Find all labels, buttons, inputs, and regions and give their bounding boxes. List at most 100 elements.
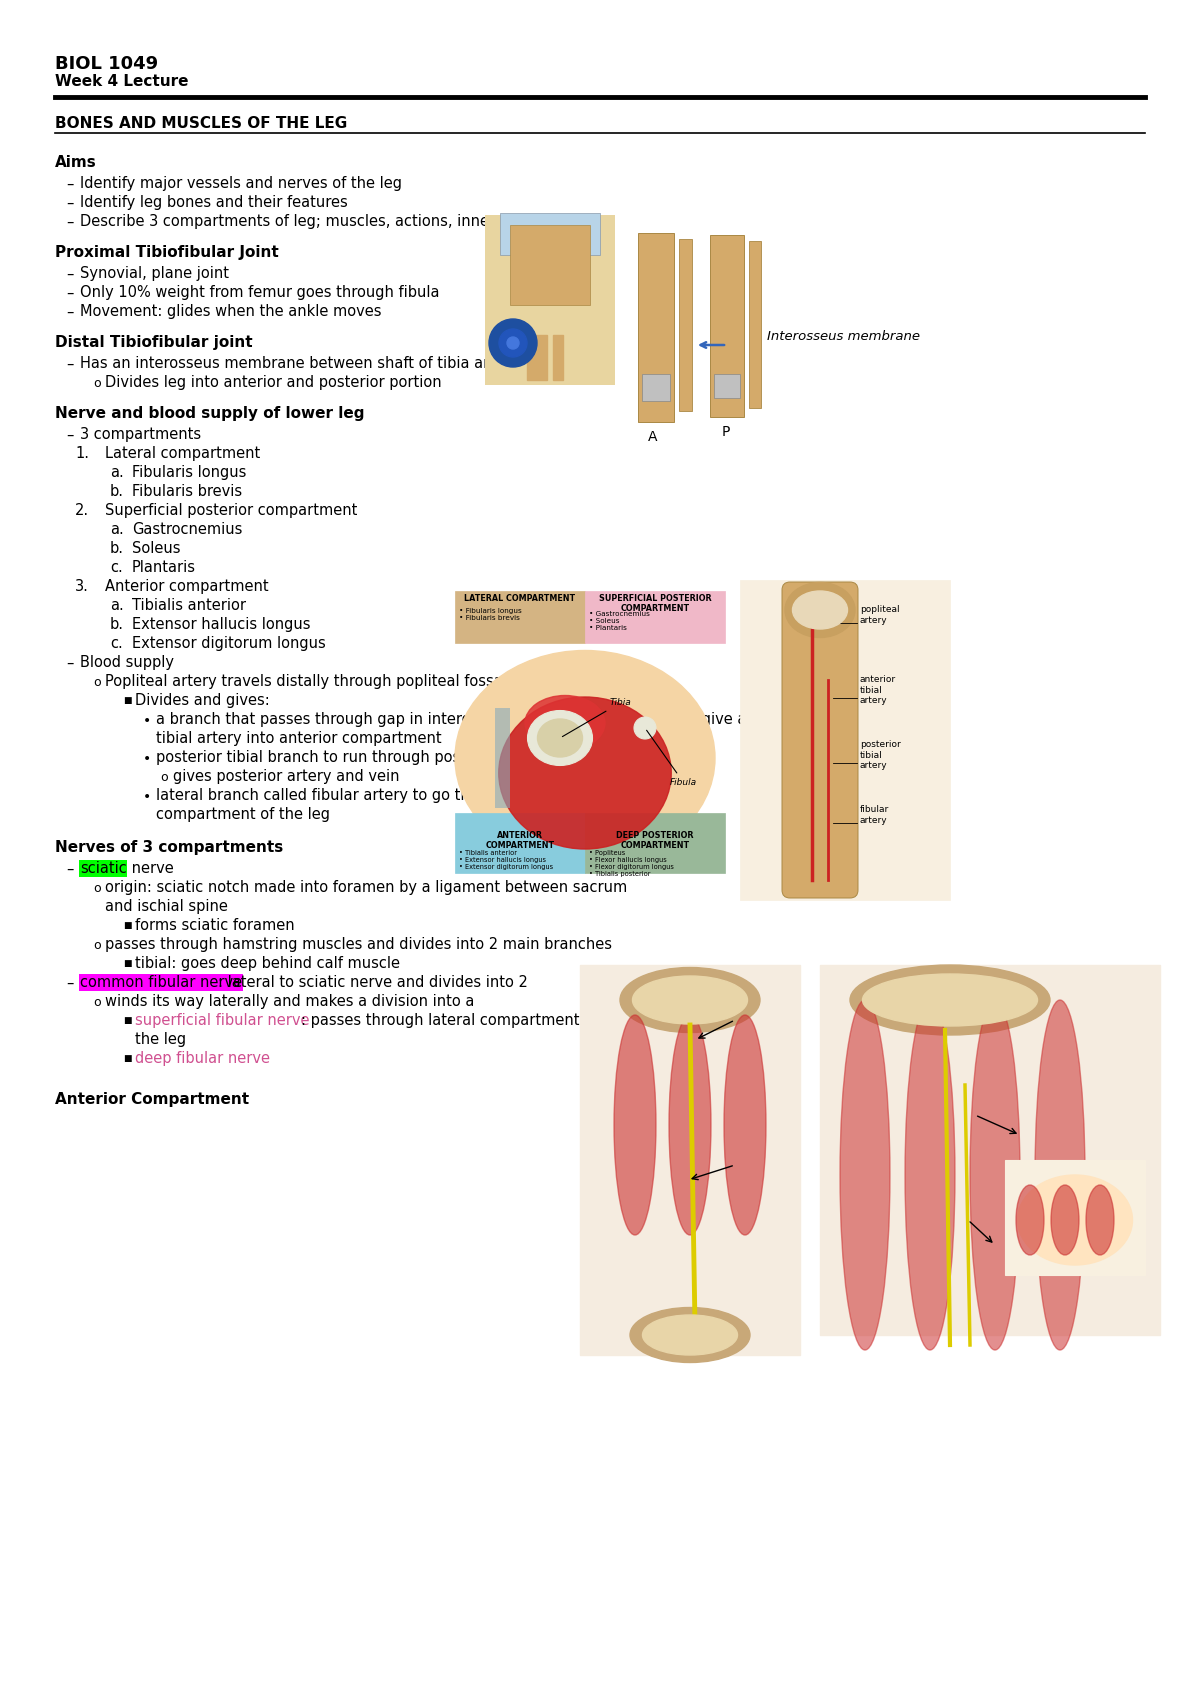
Ellipse shape	[614, 1015, 656, 1234]
Ellipse shape	[850, 964, 1050, 1036]
Text: •: •	[143, 713, 151, 728]
Text: anterior
tibial
artery: anterior tibial artery	[860, 676, 896, 705]
Text: –: –	[66, 267, 73, 282]
Text: a.: a.	[110, 598, 124, 613]
Circle shape	[490, 319, 538, 367]
Ellipse shape	[526, 696, 605, 751]
Text: b.: b.	[110, 484, 124, 499]
Text: Divides leg into anterior and posterior portion: Divides leg into anterior and posterior …	[106, 375, 442, 391]
Text: nerve: nerve	[127, 861, 174, 876]
Text: : passes through lateral compartment of: : passes through lateral compartment of	[301, 1014, 598, 1027]
Ellipse shape	[1018, 1175, 1133, 1265]
Text: Identify major vessels and nerves of the leg: Identify major vessels and nerves of the…	[80, 177, 402, 190]
FancyBboxPatch shape	[642, 374, 670, 401]
FancyBboxPatch shape	[496, 708, 510, 808]
Text: b.: b.	[110, 542, 124, 555]
Text: Anterior Compartment: Anterior Compartment	[55, 1092, 250, 1107]
Text: 3.: 3.	[74, 579, 89, 594]
FancyBboxPatch shape	[749, 241, 761, 408]
Text: SUPERFICIAL POSTERIOR
COMPARTMENT: SUPERFICIAL POSTERIOR COMPARTMENT	[599, 594, 712, 613]
FancyBboxPatch shape	[638, 233, 674, 423]
Ellipse shape	[840, 1000, 890, 1350]
Text: Fibularis longus: Fibularis longus	[132, 465, 246, 481]
FancyBboxPatch shape	[710, 234, 744, 418]
Text: LATERAL COMPARTMENT: LATERAL COMPARTMENT	[464, 594, 576, 603]
Text: ■: ■	[124, 920, 132, 931]
Text: –: –	[66, 216, 73, 229]
Text: 3 compartments: 3 compartments	[80, 426, 202, 441]
Text: compartment of the leg: compartment of the leg	[156, 807, 330, 822]
Ellipse shape	[1051, 1185, 1079, 1255]
Text: Soleus: Soleus	[132, 542, 180, 555]
Text: o: o	[94, 377, 101, 391]
Text: Superficial posterior compartment: Superficial posterior compartment	[106, 503, 358, 518]
Text: –: –	[66, 357, 73, 372]
Text: Movement: glides when the ankle moves: Movement: glides when the ankle moves	[80, 304, 382, 319]
Text: Identify leg bones and their features: Identify leg bones and their features	[80, 195, 348, 211]
Text: –: –	[66, 976, 73, 992]
Text: : lateral to sciatic nerve and divides into 2: : lateral to sciatic nerve and divides i…	[218, 975, 528, 990]
Text: c.: c.	[110, 637, 122, 650]
Text: Has an interosseus membrane between shaft of tibia and fibula: Has an interosseus membrane between shaf…	[80, 357, 547, 370]
Text: –: –	[66, 177, 73, 192]
Text: 2.: 2.	[74, 503, 89, 518]
Ellipse shape	[1086, 1185, 1114, 1255]
Bar	[527, 335, 547, 380]
Ellipse shape	[1016, 1185, 1044, 1255]
Text: –: –	[66, 306, 73, 319]
Text: Divides and gives:: Divides and gives:	[134, 693, 270, 708]
Text: c.: c.	[110, 560, 122, 576]
Text: ANTERIOR
COMPARTMENT: ANTERIOR COMPARTMENT	[486, 830, 554, 851]
Text: posterior tibial branch to run through posterior compartment of the leg: posterior tibial branch to run through p…	[156, 751, 679, 766]
Text: BIOL 1049: BIOL 1049	[55, 54, 158, 73]
Text: Tibialis anterior: Tibialis anterior	[132, 598, 246, 613]
Text: A: A	[648, 430, 658, 443]
Text: Describe 3 compartments of leg; muscles, actions, innervation: Describe 3 compartments of leg; muscles,…	[80, 214, 541, 229]
Ellipse shape	[863, 975, 1038, 1026]
Text: Extensor digitorum longus: Extensor digitorum longus	[132, 637, 325, 650]
FancyBboxPatch shape	[782, 582, 858, 898]
Bar	[586, 591, 725, 644]
Text: fibular
artery: fibular artery	[860, 805, 889, 825]
Ellipse shape	[970, 1000, 1020, 1350]
Text: • Tibialis anterior
• Extensor hallucis longus
• Extensor digitorum longus: • Tibialis anterior • Extensor hallucis …	[458, 851, 553, 869]
Text: and ischial spine: and ischial spine	[106, 898, 228, 914]
Text: Anterior compartment: Anterior compartment	[106, 579, 269, 594]
Circle shape	[508, 336, 520, 350]
Ellipse shape	[632, 976, 748, 1024]
Text: •: •	[143, 790, 151, 803]
Bar	[580, 964, 800, 1355]
Text: tibial: goes deep behind calf muscle: tibial: goes deep behind calf muscle	[134, 956, 400, 971]
Ellipse shape	[642, 1314, 738, 1355]
Ellipse shape	[620, 968, 760, 1032]
Text: o: o	[94, 676, 101, 689]
Bar	[820, 964, 1160, 1335]
Text: ■: ■	[124, 696, 132, 705]
Text: deep fibular nerve: deep fibular nerve	[134, 1051, 270, 1066]
Text: passes through hamstring muscles and divides into 2 main branches: passes through hamstring muscles and div…	[106, 937, 612, 953]
Circle shape	[499, 329, 527, 357]
Text: Synovial, plane joint: Synovial, plane joint	[80, 267, 229, 280]
Text: b.: b.	[110, 616, 124, 632]
Text: Extensor hallucis longus: Extensor hallucis longus	[132, 616, 311, 632]
Ellipse shape	[634, 717, 656, 739]
Text: Blood supply: Blood supply	[80, 655, 174, 671]
Ellipse shape	[630, 1307, 750, 1362]
Text: BONES AND MUSCLES OF THE LEG: BONES AND MUSCLES OF THE LEG	[55, 115, 347, 131]
Text: DEEP POSTERIOR
COMPARTMENT: DEEP POSTERIOR COMPARTMENT	[617, 830, 694, 851]
Text: • Popliteus
• Flexor hallucis longus
• Flexor digitorum longus
• Tibialis poster: • Popliteus • Flexor hallucis longus • F…	[589, 851, 674, 876]
Bar	[1006, 1160, 1145, 1275]
Text: Tibia: Tibia	[563, 698, 631, 737]
Ellipse shape	[528, 710, 593, 766]
Ellipse shape	[455, 650, 715, 866]
Text: 1.: 1.	[74, 447, 89, 460]
Text: •: •	[143, 752, 151, 766]
Text: –: –	[66, 285, 73, 301]
Text: a.: a.	[110, 465, 124, 481]
Text: tibial artery into anterior compartment: tibial artery into anterior compartment	[156, 732, 442, 745]
Text: Fibula: Fibula	[647, 730, 697, 786]
Text: sciatic: sciatic	[80, 861, 127, 876]
FancyBboxPatch shape	[500, 212, 600, 255]
Text: –: –	[66, 655, 73, 671]
Text: Interosseus membrane: Interosseus membrane	[767, 329, 920, 343]
